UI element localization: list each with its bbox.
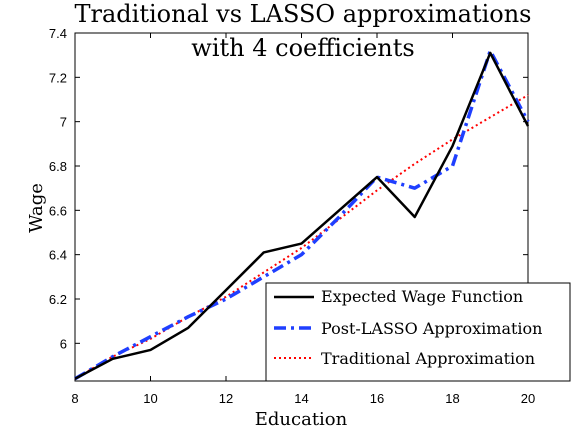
- x-tick-label-8: 8: [71, 391, 78, 406]
- y-tick-label-0: 6: [60, 336, 67, 351]
- y-tick-label-4: 6.8: [49, 159, 67, 174]
- x-tick-label-16: 16: [370, 391, 384, 406]
- y-tick-label-7: 7.4: [49, 26, 67, 41]
- legend: Expected Wage Function Post-LASSO Approx…: [265, 282, 571, 382]
- x-tick-label-14: 14: [294, 391, 308, 406]
- y-tick-label-3: 6.6: [49, 203, 67, 218]
- y-axis-label: Wage: [26, 183, 47, 233]
- series-line-post-lasso-approximation: [74, 48, 530, 381]
- y-tick-label-1: 6.2: [49, 292, 67, 307]
- x-tick-label-18: 18: [445, 391, 459, 406]
- x-axis-label: Education: [255, 409, 348, 430]
- legend-label-expected-wage: Expected Wage Function: [321, 287, 523, 306]
- legend-label-post-lasso: Post-LASSO Approximation: [321, 319, 542, 338]
- series-line-traditional-approximation: [74, 94, 529, 380]
- series-lines: [74, 48, 530, 381]
- series-line-expected-wage-function: [74, 51, 530, 380]
- y-tick-label-5: 7: [60, 115, 67, 130]
- chart-title-line-2: with 4 coefficients: [191, 34, 414, 62]
- x-tick-label-12: 12: [219, 391, 233, 406]
- x-tick-label-10: 10: [143, 391, 157, 406]
- x-tick-label-20: 20: [521, 391, 535, 406]
- legend-label-traditional: Traditional Approximation: [321, 349, 535, 368]
- legend-box: [265, 282, 571, 382]
- y-tick-label-2: 6.4: [49, 248, 67, 263]
- y-tick-label-6: 7.2: [49, 70, 67, 85]
- chart-title-line-1: Traditional vs LASSO approximations: [75, 0, 532, 28]
